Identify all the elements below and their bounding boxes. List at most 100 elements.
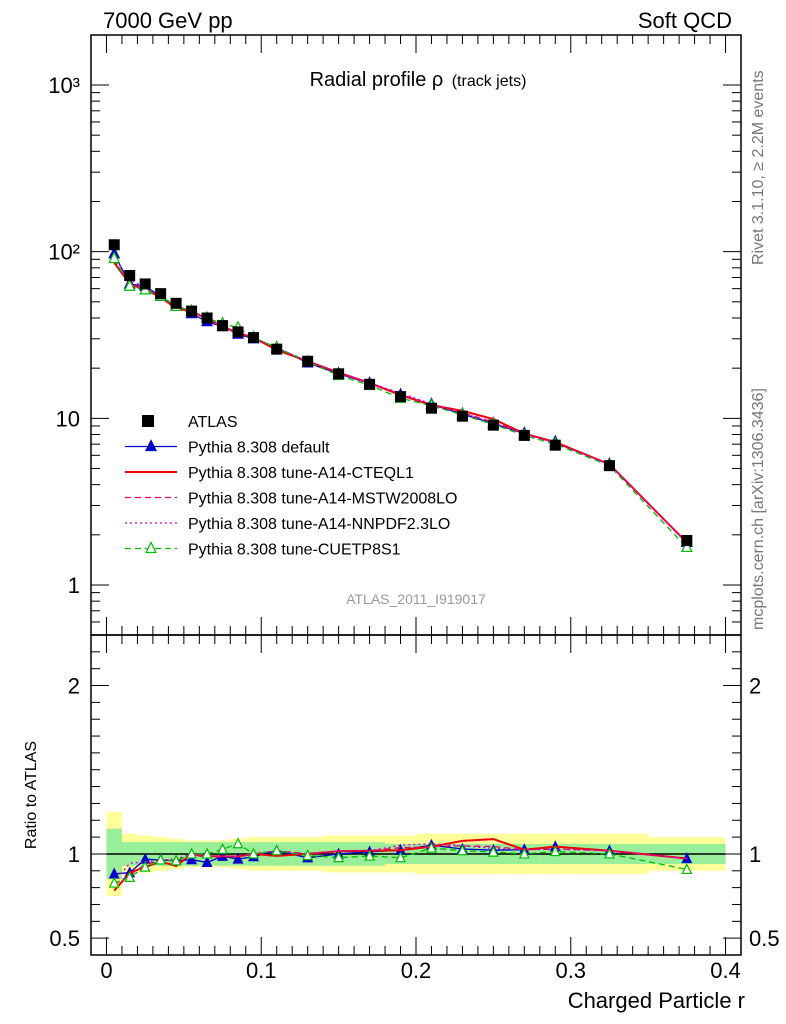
data-point xyxy=(603,460,615,472)
main-plot-area xyxy=(108,239,693,553)
x-tick-label: 0 xyxy=(100,958,112,983)
legend-label: Pythia 8.308 tune-A14-CTEQL1 xyxy=(188,465,414,482)
legend-marker xyxy=(145,439,157,452)
legend-marker xyxy=(145,541,157,554)
ratio-series-marker xyxy=(201,847,213,859)
data-point xyxy=(217,320,229,332)
ratio-series-line xyxy=(113,845,687,886)
x-axis-label: Charged Particle r xyxy=(568,988,745,1013)
series-line xyxy=(113,258,688,548)
series-marker xyxy=(680,540,693,553)
data-point xyxy=(186,305,198,317)
main-x-axis xyxy=(105,35,727,635)
legend-label: Pythia 8.308 tune-A14-MSTW2008LO xyxy=(188,491,457,508)
data-point xyxy=(456,410,468,422)
ratio-series-marker xyxy=(333,851,345,863)
ratio-series-marker xyxy=(426,841,437,853)
data-point xyxy=(681,534,693,546)
chart-title-sub: (track jets) xyxy=(452,73,527,90)
data-point xyxy=(302,355,314,367)
ratio-y-tick-label-right: 0.5 xyxy=(749,926,780,951)
ratio-series-marker xyxy=(201,856,213,867)
ratio-series-marker xyxy=(487,845,499,857)
chart-title-main: Radial profile ρ xyxy=(310,69,444,91)
ratio-frame xyxy=(90,634,742,956)
ratio-series-marker xyxy=(186,847,198,859)
data-point xyxy=(549,439,561,451)
ratio-series-marker xyxy=(217,842,229,854)
ratio-series-marker xyxy=(302,849,314,861)
ratio-series-marker xyxy=(549,845,561,857)
data-point xyxy=(124,269,136,281)
data-point xyxy=(425,402,437,414)
series-marker xyxy=(108,251,121,264)
ratio-series-marker xyxy=(186,853,198,865)
ratio-series-marker xyxy=(603,847,615,859)
header-left: 7000 GeV pp xyxy=(103,8,233,33)
data-point xyxy=(139,278,151,290)
ratio-series-marker xyxy=(395,851,406,863)
ratio-y-label: Ratio to ATLAS xyxy=(23,741,40,849)
ratio-plot-area xyxy=(106,811,726,897)
data-point xyxy=(248,332,259,344)
data-point xyxy=(518,429,530,441)
ratio-series-line xyxy=(113,842,687,884)
data-point xyxy=(201,312,213,324)
series-line xyxy=(113,262,688,544)
ratio-series-marker xyxy=(364,849,376,861)
data-point xyxy=(155,288,167,300)
header-right: Soft QCD xyxy=(638,8,732,33)
ratio-series-marker xyxy=(271,844,283,856)
x-tick-label: 0.4 xyxy=(710,958,741,983)
ratio-series-marker xyxy=(155,853,167,865)
legend-label: ATLAS xyxy=(188,414,238,431)
ratio-series-marker xyxy=(248,847,259,859)
x-tick-label: 0.1 xyxy=(246,958,277,983)
ratio-series-marker xyxy=(108,876,120,888)
ratio-x-axis: 0 0.1 0.2 0.3 0.4 xyxy=(100,635,741,983)
ratio-y-tick-label-right: 2 xyxy=(749,674,761,699)
ratio-y-tick-label-right: 1 xyxy=(749,842,761,867)
legend-label: Pythia 8.308 default xyxy=(188,440,330,457)
ratio-series-line xyxy=(113,838,687,892)
data-point xyxy=(395,391,407,403)
ratio-series-marker xyxy=(124,870,136,882)
ratio-series-marker xyxy=(170,854,182,866)
main-y-tick-label: 10² xyxy=(48,240,80,265)
ratio-y-tick-label: 1 xyxy=(68,842,80,867)
data-point xyxy=(364,378,376,390)
analysis-label: ATLAS_2011_I919017 xyxy=(346,591,486,607)
main-y-tick-label: 10 xyxy=(56,406,80,431)
x-tick-label: 0.3 xyxy=(555,958,586,983)
ratio-series-marker xyxy=(232,837,244,849)
data-point xyxy=(108,239,120,251)
ratio-series-marker xyxy=(139,860,151,872)
data-point xyxy=(170,297,182,309)
ratio-series-marker xyxy=(518,847,530,859)
series-marker xyxy=(123,278,136,291)
data-point xyxy=(487,419,499,431)
data-point xyxy=(333,368,345,380)
x-tick-label: 0.2 xyxy=(401,958,432,983)
ratio-series-marker xyxy=(681,863,693,875)
ratio-series-line xyxy=(113,843,687,882)
main-y-tick-label: 10³ xyxy=(48,73,80,98)
ratio-series-marker xyxy=(232,852,244,864)
ratio-y-axis: 0.5 0.5 1 1 2 2 xyxy=(49,634,780,956)
chart-title: Radial profile ρ (track jets) xyxy=(310,69,527,91)
side-text-top: Rivet 3.1.10, ≥ 2.2M events xyxy=(750,70,767,265)
legend-marker-data xyxy=(142,415,154,427)
ratio-series-marker xyxy=(456,844,468,856)
data-point xyxy=(271,343,283,355)
legend: ATLAS Pythia 8.308 default Pythia 8.308 tu… xyxy=(125,414,457,559)
main-y-tick-label: 1 xyxy=(68,573,80,598)
data-point xyxy=(232,326,244,338)
ratio-panel: 0.5 0.5 1 1 2 2 0 0.1 0.2 0.3 0.4 Ratio to ATLAS xyxy=(23,634,780,983)
legend-label: Pythia 8.308 tune-A14-NNPDF2.3LO xyxy=(188,516,450,533)
ratio-y-tick-label: 0.5 xyxy=(49,926,80,951)
main-y-axis: 1 10 10² 10³ xyxy=(48,73,741,623)
ratio-y-tick-label: 2 xyxy=(68,674,80,699)
side-text-bottom: mcplots.cern.ch [arXiv:1306.3436] xyxy=(750,388,767,630)
